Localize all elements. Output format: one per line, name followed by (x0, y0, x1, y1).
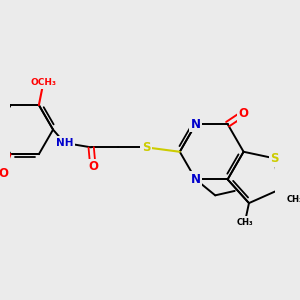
Text: NH: NH (56, 138, 73, 148)
Text: CH₃: CH₃ (237, 218, 253, 227)
Text: O: O (238, 107, 249, 120)
Text: N: N (191, 173, 201, 186)
Text: S: S (142, 141, 150, 154)
Text: S: S (271, 152, 279, 165)
Text: OCH₃: OCH₃ (30, 78, 56, 87)
Text: N: N (191, 118, 201, 130)
Text: O: O (0, 167, 8, 180)
Text: O: O (88, 160, 98, 173)
Text: CH₃: CH₃ (287, 195, 300, 204)
